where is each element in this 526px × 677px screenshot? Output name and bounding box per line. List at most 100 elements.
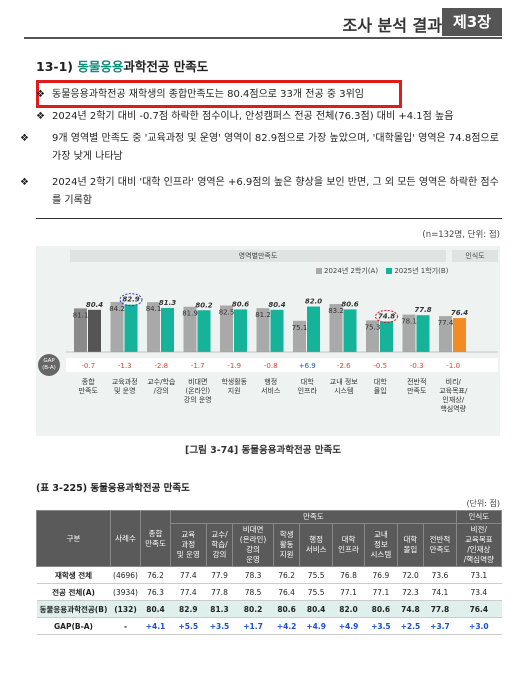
cell-value: +3.5 — [364, 617, 398, 635]
row-n: (4696) — [110, 566, 141, 584]
legend-swatch-a — [316, 268, 322, 274]
category-label: 대학 인프라 — [297, 378, 317, 395]
report-section-title: 조사 분석 결과 — [342, 16, 442, 35]
bar-value-label: 84.2 — [109, 305, 125, 313]
th-col-last: 비전/ 교육목표 /인재상 /핵심역량 — [455, 523, 503, 567]
bar-value-label: 82.5 — [219, 309, 235, 317]
bar-b-8 — [380, 321, 393, 352]
cell-value: 77.1 — [332, 583, 365, 601]
cell-value: 80.6 — [364, 600, 398, 618]
gap-value: -0.5 — [373, 362, 387, 370]
page-header: 조사 분석 결과 제3장 — [0, 0, 526, 40]
cell-value: 77.4 — [170, 566, 207, 584]
cell-value: 72.3 — [397, 583, 424, 601]
bar-value-label: 82.0 — [305, 298, 322, 306]
bar-a-6 — [293, 320, 306, 352]
category-label: 비리/ 교육목표/ 인재상/ 핵심역량 — [439, 378, 468, 413]
table-subheader: 교육 과정 및 운영 교수/ 학습/ 강의 비대면 (온라인) 강의 운영 학생 활동… — [37, 523, 503, 567]
bar-b-1 — [124, 304, 138, 352]
legend-label-b: 2025년 1학기(B) — [394, 267, 449, 275]
th-total: 종합 만족도 — [140, 510, 171, 567]
bar-value-label: 81.9 — [182, 310, 198, 318]
cell-value: 76.4 — [273, 583, 300, 601]
bar-a-2 — [147, 302, 160, 352]
cell-value: +4.1 — [140, 617, 171, 635]
cell-value: 76.3 — [140, 583, 171, 601]
cell-value: 80.2 — [232, 600, 274, 618]
gap-value: -2.8 — [154, 362, 168, 370]
bar-value-label: 74.8 — [378, 312, 395, 320]
bar-value-label: 78.1 — [401, 318, 417, 326]
table-row: GAP(B-A) - +4.1 +5.5 +3.5 +1.7 +4.2 +4.9 +4.9 +3.… — [36, 617, 502, 635]
th-col: 교육 과정 및 운영 — [170, 523, 207, 567]
gap-band — [66, 358, 498, 372]
th-col: 비대면 (온라인) 강의 운영 — [232, 523, 274, 567]
cell-value: +1.7 — [232, 617, 274, 635]
cell-value: 73.6 — [423, 566, 457, 584]
row-n: - — [110, 617, 141, 635]
th-gubun: 구분 — [36, 510, 111, 567]
bar-a-8 — [366, 320, 379, 352]
bullet-text: 9개 영역별 만족도 중 '교육과정 및 운영' 영역이 82.9점으로 가장 … — [52, 133, 499, 162]
cell-value: 76.2 — [273, 566, 300, 584]
bar-value-label: 84.1 — [146, 305, 162, 313]
cell-value: +5.5 — [170, 617, 207, 635]
chart-band-label: 영역별만족도 — [70, 250, 446, 262]
gap-value: -0.8 — [264, 362, 278, 370]
cell-value: 72.0 — [397, 566, 424, 584]
cell-value: 81.3 — [206, 600, 233, 618]
bar-b-2 — [161, 307, 174, 352]
bar-a-0 — [74, 308, 87, 352]
cell-value: 78.5 — [232, 583, 274, 601]
category-label: 비대면 (온라인) 강의 운영 — [183, 378, 212, 404]
bar-b-4 — [234, 309, 247, 352]
row-label: GAP(B-A) — [36, 617, 111, 635]
cell-value: 82.9 — [170, 600, 207, 618]
highlight-circle — [375, 309, 398, 323]
figure-caption: [그림 3-74] 동물응용과학전공 만족도 — [185, 445, 341, 456]
section-divider — [36, 218, 502, 219]
bar-a-10 — [439, 316, 452, 352]
cell-value: 74.1 — [423, 583, 457, 601]
cell-value: 76.9 — [364, 566, 398, 584]
cell-value: +3.0 — [456, 617, 502, 635]
bar-value-label: 75.1 — [292, 324, 308, 332]
bar-a-7 — [329, 304, 343, 352]
cell-value: 76.2 — [140, 566, 171, 584]
bar-value-label: 80.6 — [341, 300, 358, 308]
th-n: 사례수 — [110, 510, 141, 567]
bar-a-1 — [110, 301, 124, 352]
table-body: 재학생 전체 (4696) 76.2 77.4 77.9 78.3 76.2 75.5 76.8… — [36, 566, 502, 635]
category-label: 종합 만족도 — [78, 378, 98, 395]
category-label: 학생활동 지원 — [221, 378, 248, 395]
bullet-marker: ❖ — [36, 111, 45, 122]
section-number: 13-1) — [36, 59, 73, 74]
gap-value: -1.3 — [118, 362, 132, 370]
header-rule — [24, 37, 502, 39]
highlight-box — [36, 80, 402, 108]
table-row: 재학생 전체 (4696) 76.2 77.4 77.9 78.3 76.2 75.5 76.8… — [36, 566, 502, 584]
category-label: 전반적 만족도 — [407, 378, 427, 395]
cell-value: +4.9 — [299, 617, 333, 635]
gap-value: -0.7 — [81, 362, 95, 370]
cell-value: 82.0 — [332, 600, 365, 618]
category-label: 행정 서비스 — [261, 378, 281, 395]
bar-b-3 — [197, 310, 211, 352]
cell-value: 77.9 — [206, 566, 233, 584]
bar-value-label: 77.4 — [438, 319, 454, 327]
cell-value: 73.1 — [456, 566, 502, 584]
bar-b-10 — [453, 318, 466, 352]
bar-value-label: 80.4 — [86, 301, 103, 309]
section-title-highlight: 동물응용 — [77, 59, 124, 74]
row-label: 전공 전체(A) — [36, 583, 111, 601]
bullet-2: ❖ 2024년 2학기 대비 -0.7점 하락한 점수이나, 안성캠퍼스 전공 전… — [36, 108, 506, 126]
th-col: 대학 인프라 — [331, 523, 366, 567]
section-title-rest: 과학전공 만족도 — [123, 59, 209, 74]
cell-value: 80.4 — [140, 600, 171, 618]
bar-chart: 81.1 80.4 -0.7 84.282.9 -1.3 84.181.3 -2.8 81.9… — [66, 293, 498, 370]
gap-value: -0.3 — [410, 362, 424, 370]
bar-a-5 — [256, 308, 270, 352]
cell-value: 73.4 — [456, 583, 502, 601]
bar-b-9 — [416, 315, 430, 352]
gap-value: -1.9 — [227, 362, 241, 370]
